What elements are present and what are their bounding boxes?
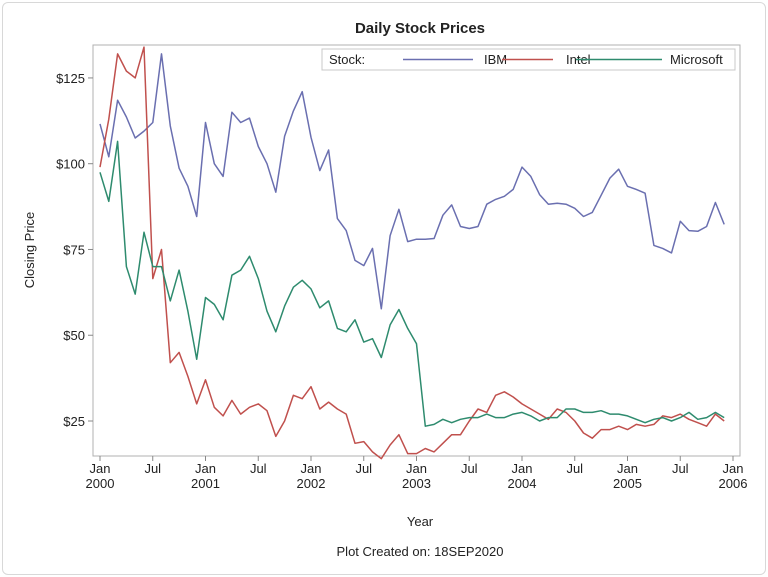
x-tick-label: Jan [90, 461, 111, 476]
x-tick-label: Jan [723, 461, 744, 476]
footnote: Plot Created on: 18SEP2020 [337, 544, 504, 559]
legend-title: Stock: [329, 52, 365, 67]
series-line-intel [99, 46, 725, 460]
x-tick-label: Jan [512, 461, 533, 476]
x-tick-label: Jul [355, 461, 372, 476]
x-tick-label: Jul [461, 461, 478, 476]
x-tick-label: Jul [250, 461, 267, 476]
y-tick-label: $100 [56, 157, 85, 172]
chart-title: Daily Stock Prices [355, 20, 485, 37]
x-tick-label: Jul [144, 461, 161, 476]
x-tick-label: Jan [301, 461, 322, 476]
x-tick-label: Jul [672, 461, 689, 476]
series-line-microsoft [99, 140, 725, 427]
legend-label-microsoft: Microsoft [670, 52, 723, 67]
x-tick-label: Jan [406, 461, 427, 476]
x-tick-year-label: 2005 [613, 476, 642, 491]
series-line-ibm [99, 53, 725, 310]
series-lines [99, 46, 725, 460]
y-axis-label: Closing Price [22, 212, 37, 289]
y-axis: $25 $50 $75 $100 $125 [56, 71, 93, 429]
y-tick-label: $25 [63, 414, 85, 429]
plot-area [92, 44, 741, 457]
x-tick-year-label: 2002 [297, 476, 326, 491]
x-tick-year-label: 2000 [86, 476, 115, 491]
y-tick-label: $125 [56, 71, 85, 86]
legend: Stock: IBM Intel Microsoft [321, 48, 736, 71]
x-tick-year-label: 2006 [719, 476, 748, 491]
x-tick-year-label: 2004 [508, 476, 537, 491]
x-axis-label: Year [407, 514, 434, 529]
legend-label-ibm: IBM [484, 52, 507, 67]
x-tick-label: Jan [617, 461, 638, 476]
x-tick-label: Jul [566, 461, 583, 476]
x-tick-year-label: 2003 [402, 476, 431, 491]
y-tick-label: $50 [63, 328, 85, 343]
x-tick-label: Jan [195, 461, 216, 476]
y-tick-label: $75 [63, 242, 85, 257]
x-tick-year-label: 2001 [191, 476, 220, 491]
